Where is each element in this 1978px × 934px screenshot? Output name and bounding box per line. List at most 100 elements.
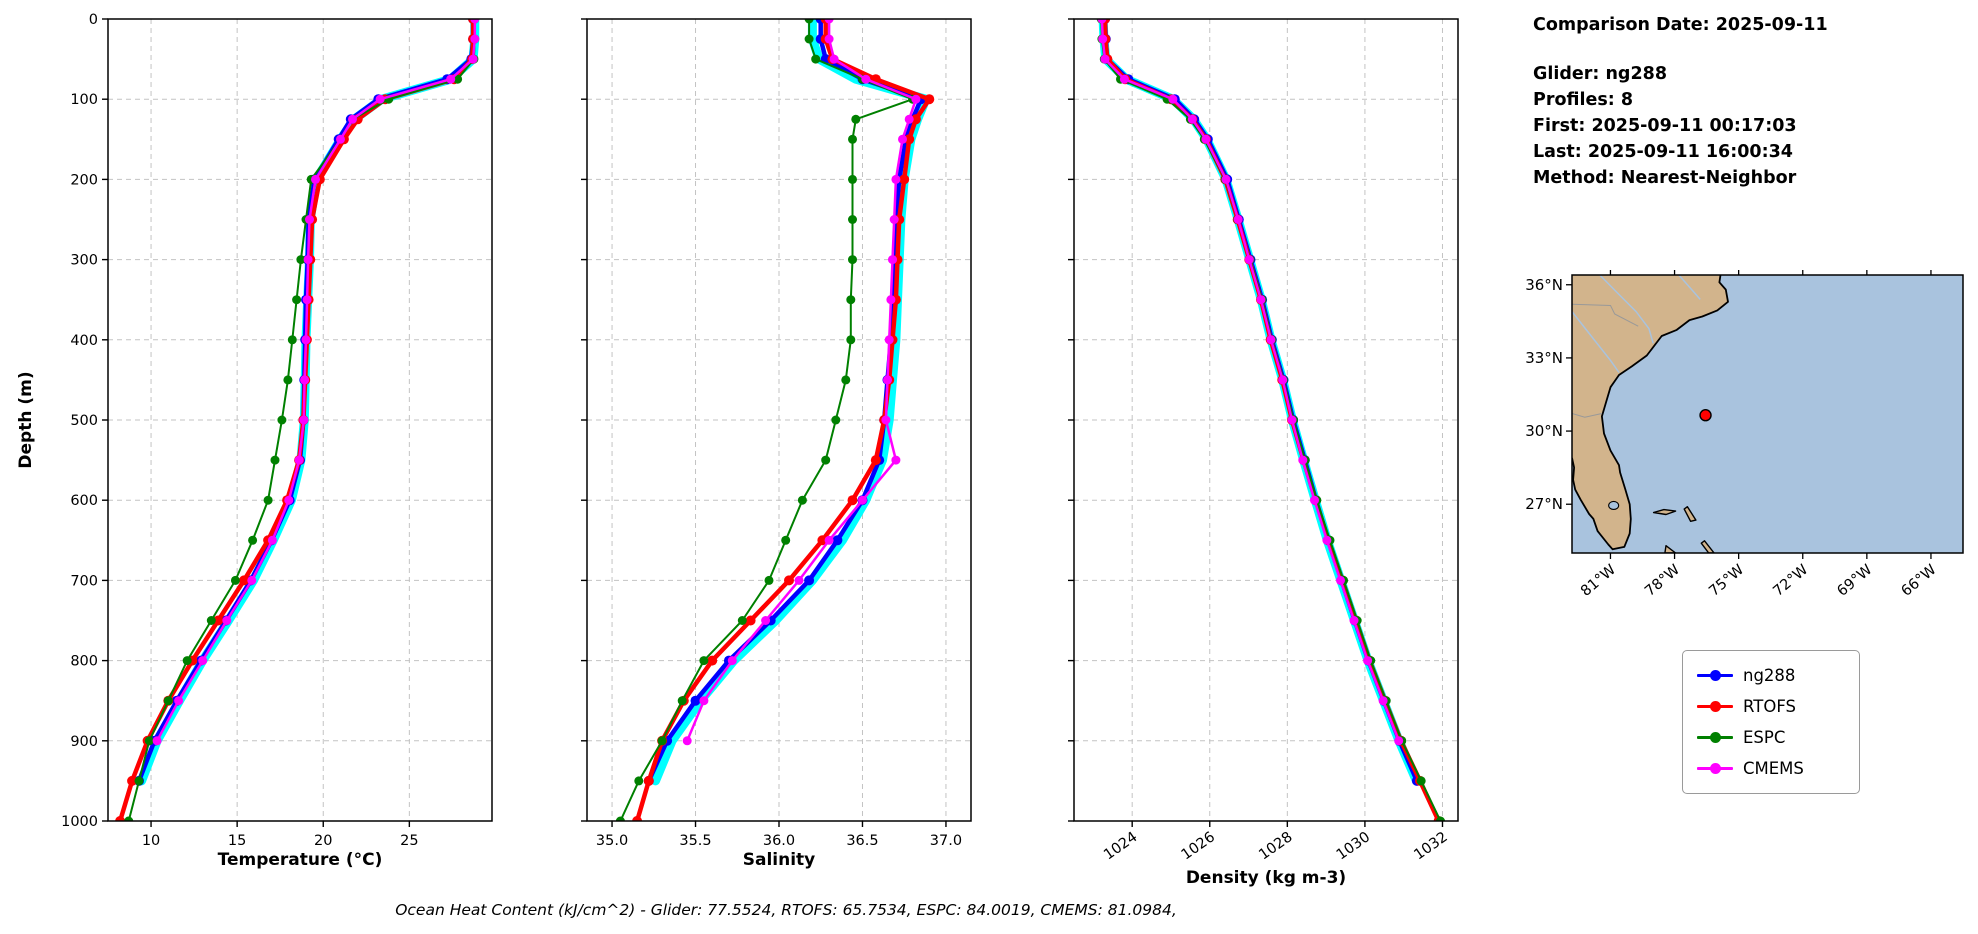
method-text: Method: Nearest-Neighbor xyxy=(1533,168,1797,188)
series-ESPC-marker xyxy=(296,255,306,265)
series-ng288-salinity-line xyxy=(646,19,924,784)
comparison-date-text: Comparison Date: 2025-09-11 xyxy=(1533,15,1828,35)
series-RTOFS-marker xyxy=(899,174,910,185)
series-CMEMS-temperature-line xyxy=(155,19,477,743)
glider-location-marker xyxy=(1699,409,1712,422)
series-CMEMS-marker xyxy=(299,415,309,425)
series-RTOFS-marker xyxy=(924,94,935,105)
series-group-temperature xyxy=(115,19,480,821)
map-state-border xyxy=(1572,303,1639,327)
first-profile-time-text: First: 2025-09-11 00:17:03 xyxy=(1533,116,1797,136)
series-ESPC-marker xyxy=(230,575,240,585)
legend-label: ESPC xyxy=(1743,728,1786,747)
x-axis-label-density: Density (kg m-3) xyxy=(1185,868,1347,888)
series-CMEMS-density-line xyxy=(1100,19,1400,743)
map-state-border xyxy=(1572,413,1603,418)
series-ESPC-marker xyxy=(841,375,851,385)
series-ESPC-marker xyxy=(263,495,273,505)
series-CMEMS-marker xyxy=(1201,134,1211,144)
series-CMEMS-marker xyxy=(470,19,480,24)
series-ESPC-marker xyxy=(804,34,814,44)
series-CMEMS-marker xyxy=(1233,215,1243,224)
series-CMEMS-marker xyxy=(336,134,345,144)
map-lon-label: 78°W xyxy=(1642,562,1683,600)
series-CMEMS-marker xyxy=(829,54,839,64)
map-lake-okeechobee xyxy=(1608,500,1620,510)
series-CMEMS-marker xyxy=(727,656,737,666)
map-coastline xyxy=(1572,275,1729,551)
legend-line-sample-CMEMS xyxy=(1697,763,1733,774)
series-ESPC-marker xyxy=(851,114,861,124)
x-axis-label-temperature: Temperature (°C) xyxy=(217,850,383,870)
y-tick-label: 500 xyxy=(70,413,98,429)
legend-label: ng288 xyxy=(1743,666,1796,685)
series-RTOFS-marker xyxy=(904,134,915,145)
series-CMEMS-marker xyxy=(898,134,907,144)
series-RTOFS-marker xyxy=(643,775,654,786)
series-ESPC-marker xyxy=(1416,776,1426,786)
series-CMEMS-marker xyxy=(470,34,480,44)
series-CMEMS-marker xyxy=(301,335,311,345)
legend-line-sample-ESPC xyxy=(1697,732,1733,743)
series-CMEMS-marker xyxy=(1098,34,1108,44)
last-profile-time-text: Last: 2025-09-11 16:00:34 xyxy=(1533,142,1793,162)
series-CMEMS-marker xyxy=(699,696,709,706)
series-CMEMS-marker xyxy=(1310,495,1319,505)
series-CMEMS-marker xyxy=(222,616,232,625)
x-tick-label: 20 xyxy=(314,833,332,849)
x-tick-label: 1024 xyxy=(1101,829,1140,863)
series-ESPC-marker xyxy=(797,495,807,505)
series-RTOFS-marker xyxy=(115,816,126,821)
series-CMEMS-marker xyxy=(174,696,184,706)
legend-line-sample-RTOFS xyxy=(1697,701,1733,712)
series-CMEMS-marker xyxy=(824,34,834,44)
x-tick-label: 15 xyxy=(228,833,246,849)
series-ESPC-marker xyxy=(163,696,173,706)
series-ESPC-marker xyxy=(144,736,154,746)
series-RTOFS-salinity-line xyxy=(634,19,932,821)
legend-item-RTOFS: RTOFS xyxy=(1697,691,1845,722)
series-CMEMS-marker xyxy=(1168,94,1178,104)
series-CMEMS-salinity-line xyxy=(685,19,918,743)
map-lat-label: 33°N xyxy=(1525,349,1563,367)
series-CMEMS-marker xyxy=(303,255,313,265)
series-CMEMS-marker xyxy=(198,656,208,666)
series-ESPC-marker xyxy=(781,535,791,545)
series-ESPC-marker xyxy=(270,455,280,465)
legend-marker-icon xyxy=(1710,701,1721,712)
y-tick-label: 200 xyxy=(70,172,98,188)
series-CMEMS-marker xyxy=(1394,736,1404,746)
series-ESPC-marker xyxy=(615,816,625,821)
profiles-count-text: Profiles: 8 xyxy=(1533,90,1634,110)
series-CMEMS-marker xyxy=(284,495,294,505)
series-CMEMS-marker xyxy=(891,455,901,465)
info-spacer xyxy=(1533,38,1828,61)
series-group-salinity xyxy=(615,19,935,821)
x-tick-label: 1028 xyxy=(1256,829,1295,863)
series-CMEMS-marker xyxy=(904,114,914,124)
series-CMEMS-marker xyxy=(1256,295,1266,305)
series-RTOFS-marker xyxy=(213,615,224,626)
y-tick-label: 900 xyxy=(70,734,98,750)
map-island xyxy=(1664,545,1677,553)
series-CMEMS-marker xyxy=(1097,19,1107,24)
series-ESPC-marker xyxy=(206,616,216,625)
series-ESPC-marker xyxy=(292,295,302,305)
series-ESPC-marker xyxy=(804,19,814,24)
series-ESPC-marker xyxy=(764,575,774,585)
x-axis-label-salinity: Salinity xyxy=(742,850,816,870)
series-CMEMS-marker xyxy=(761,616,771,625)
series-CMEMS-marker xyxy=(1322,535,1332,545)
map-land xyxy=(1572,275,1728,550)
x-tick-label: 36.0 xyxy=(763,833,795,849)
series-CMEMS-marker xyxy=(1187,114,1197,124)
series-CMEMS-marker xyxy=(1363,656,1373,666)
series-ng288-marker xyxy=(832,535,843,546)
series-CMEMS-marker xyxy=(911,94,921,104)
series-RTOFS-marker xyxy=(127,775,138,786)
legend-item-CMEMS: CMEMS xyxy=(1697,753,1845,784)
y-tick-label: 700 xyxy=(70,573,98,589)
series-ng288-marker xyxy=(690,695,701,706)
map-river xyxy=(1572,311,1620,373)
